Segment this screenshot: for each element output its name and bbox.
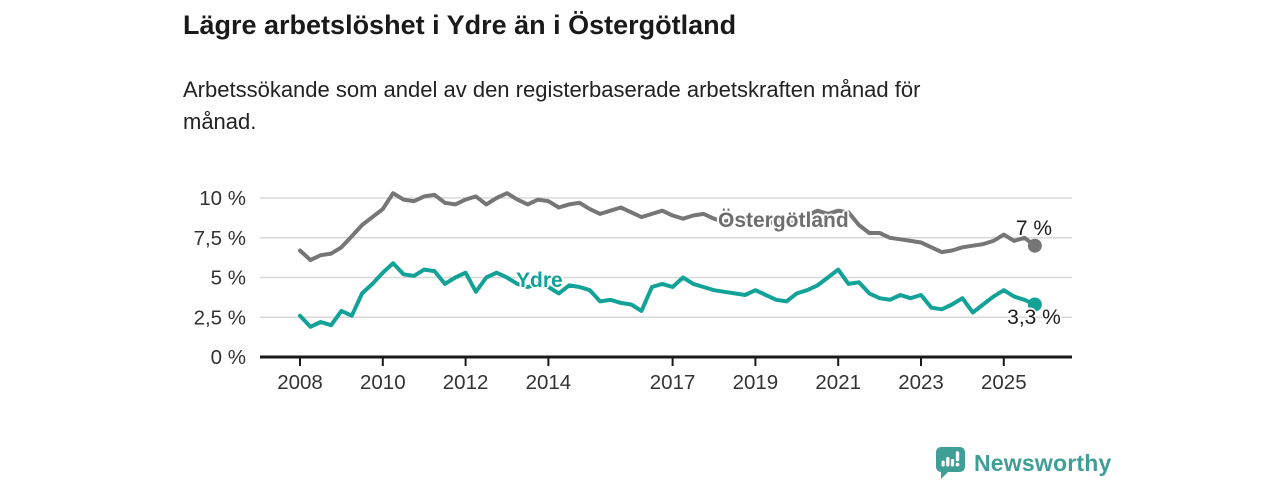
x-tick-label-2025: 2025 [981, 371, 1027, 394]
y-tick-label-2.5: 2,5 % [194, 306, 246, 329]
y-tick-label-10: 10 % [199, 187, 246, 210]
x-tick-label-2008: 2008 [277, 371, 323, 394]
y-tick-label-0: 0 % [211, 346, 246, 369]
axis-layer [260, 355, 1072, 366]
axis-labels-layer: 0 % 2,5 % 5 % 7,5 % 10 % 2008 2010 2012 2014 2017… [194, 187, 1027, 394]
series-label-ydre: Ydre [516, 269, 563, 292]
subtitle-line-2: månad. [183, 109, 257, 134]
x-tick-label-2019: 2019 [733, 371, 779, 394]
y-tick-label-7.5: 7,5 % [194, 227, 246, 250]
x-tick-label-2014: 2014 [526, 371, 572, 394]
chart-subtitle: Arbetssökande som andel av den registerb… [183, 74, 920, 138]
newsworthy-brand-text: Newsworthy [974, 449, 1112, 476]
series-line-ydre [298, 261, 1037, 329]
series-line-ostergotland [298, 191, 1037, 262]
newsworthy-logo: Newsworthy [936, 447, 1111, 479]
page-title: Lägre arbetslöshet i Ydre än i Östergötl… [183, 10, 737, 40]
series-label-ostergotland: Östergötland [718, 209, 849, 232]
x-tick-label-2010: 2010 [360, 371, 406, 394]
end-value-label-ydre: 3,3 % [1007, 306, 1061, 329]
x-tick-label-2023: 2023 [898, 371, 944, 394]
subtitle-line-1: Arbetssökande som andel av den registerb… [183, 77, 921, 102]
x-tick-label-2021: 2021 [815, 371, 861, 394]
x-tick-label-2012: 2012 [443, 371, 489, 394]
x-tick-label-2017: 2017 [650, 371, 696, 394]
series-end-dot-ydre [1027, 297, 1042, 312]
newsworthy-badge-icon [936, 447, 965, 479]
series-end-dot-ostergotland [1027, 238, 1042, 253]
y-tick-label-5: 5 % [211, 267, 246, 290]
series-layer [298, 191, 1042, 329]
end-value-label-ostergotland: 7 % [1015, 217, 1053, 240]
gridlines-layer [260, 197, 1072, 318]
